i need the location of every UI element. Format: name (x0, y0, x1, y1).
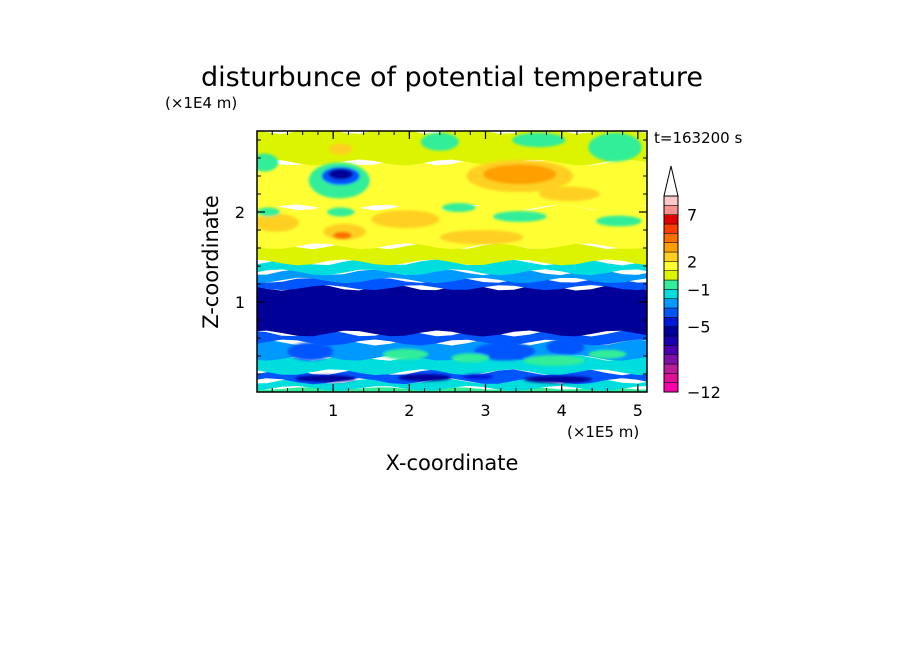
contour-patch (483, 164, 557, 185)
x-tick-label: 4 (557, 401, 567, 420)
contour-patch (257, 207, 280, 217)
colorbar-segment (663, 251, 679, 262)
contour-patch (538, 186, 600, 202)
colorbar-segment (663, 354, 679, 365)
colorbar-segment (663, 270, 679, 281)
contour-patch (257, 213, 299, 232)
contour-band (257, 269, 647, 284)
contour-band (257, 387, 647, 392)
colorbar-segment (663, 223, 679, 234)
contour-patch (382, 348, 429, 360)
contour-patch (295, 374, 357, 383)
contour-patch (257, 153, 279, 172)
colorbar-tick-label: −12 (687, 383, 721, 402)
x-axis-label: X-coordinate (386, 451, 519, 475)
contour-patch (333, 231, 352, 239)
contour-patch (328, 168, 353, 180)
colorbar-segment (663, 382, 679, 393)
colorbar-segment (663, 233, 679, 243)
chart-title: disturbunce of potential temperature (201, 62, 703, 93)
contour-patch (420, 132, 459, 151)
colorbar-segment (663, 345, 679, 355)
x-axis: 1 2 3 4 5 (271, 131, 643, 420)
contour-patch (451, 353, 490, 363)
contour-band (257, 284, 647, 337)
colorbar-segment (663, 289, 679, 299)
y-axis: 12 (235, 139, 647, 375)
y-scale-label: (×1E4 m) (165, 94, 237, 112)
contour-band (257, 378, 647, 391)
contour-field (257, 131, 647, 392)
contour-patch (462, 374, 494, 380)
x-tick-label: 1 (328, 401, 338, 420)
contour-patch (493, 211, 547, 222)
colorbar-segment (663, 205, 679, 215)
plot-frame (256, 130, 648, 393)
colorbar-segment (663, 335, 679, 346)
colorbar: −12−5−127 (663, 165, 721, 402)
colorbar-tick-label: −1 (687, 280, 711, 299)
colorbar-tick-label: −5 (687, 318, 711, 337)
colorbar-segment (663, 242, 679, 253)
colorbar-segment (663, 373, 679, 383)
colorbar-tick-label: 7 (687, 206, 697, 225)
contour-patch (442, 203, 476, 212)
colorbar-segment (663, 195, 679, 206)
colorbar-segment (663, 317, 679, 327)
contour-band (257, 369, 647, 385)
contour-patch (327, 207, 355, 217)
x-scale-label: (×1E5 m) (567, 423, 639, 441)
y-tick-label: 2 (235, 203, 245, 222)
contour-band (257, 243, 647, 266)
colorbar-frame (663, 195, 679, 393)
contour-patch (588, 349, 627, 359)
x-tick-label: 3 (480, 401, 490, 420)
contour-patch (371, 210, 440, 229)
colorbar-tick-label: 2 (687, 252, 697, 271)
y-axis-label: Z-coordinate (199, 195, 223, 329)
contour-patch (287, 342, 334, 361)
colorbar-segment (663, 214, 679, 225)
contour-patch (523, 355, 585, 366)
x-tick-label: 2 (404, 401, 414, 420)
colorbar-segment (663, 279, 679, 290)
x-tick-label: 5 (633, 401, 643, 420)
contour-patch (474, 342, 536, 361)
contour-patch (397, 374, 452, 382)
time-label: t=163200 s (654, 129, 742, 147)
y-tick-label: 1 (235, 293, 245, 312)
colorbar-segment (663, 326, 679, 337)
colorbar-extend-triangle (663, 165, 679, 197)
colorbar-segment (663, 261, 679, 271)
contour-patch (588, 132, 642, 162)
contour-band (257, 259, 647, 276)
contour-patch (595, 215, 642, 227)
contour-patch (439, 230, 524, 245)
colorbar-segment (663, 363, 679, 374)
contour-band (257, 330, 647, 346)
colorbar-segment (663, 298, 679, 309)
colorbar-segment (663, 307, 679, 318)
contour-patch (512, 132, 566, 148)
contour-patch (546, 338, 585, 356)
contour-patch (329, 143, 353, 155)
contour-band (257, 277, 647, 291)
contour-patch (523, 375, 593, 383)
